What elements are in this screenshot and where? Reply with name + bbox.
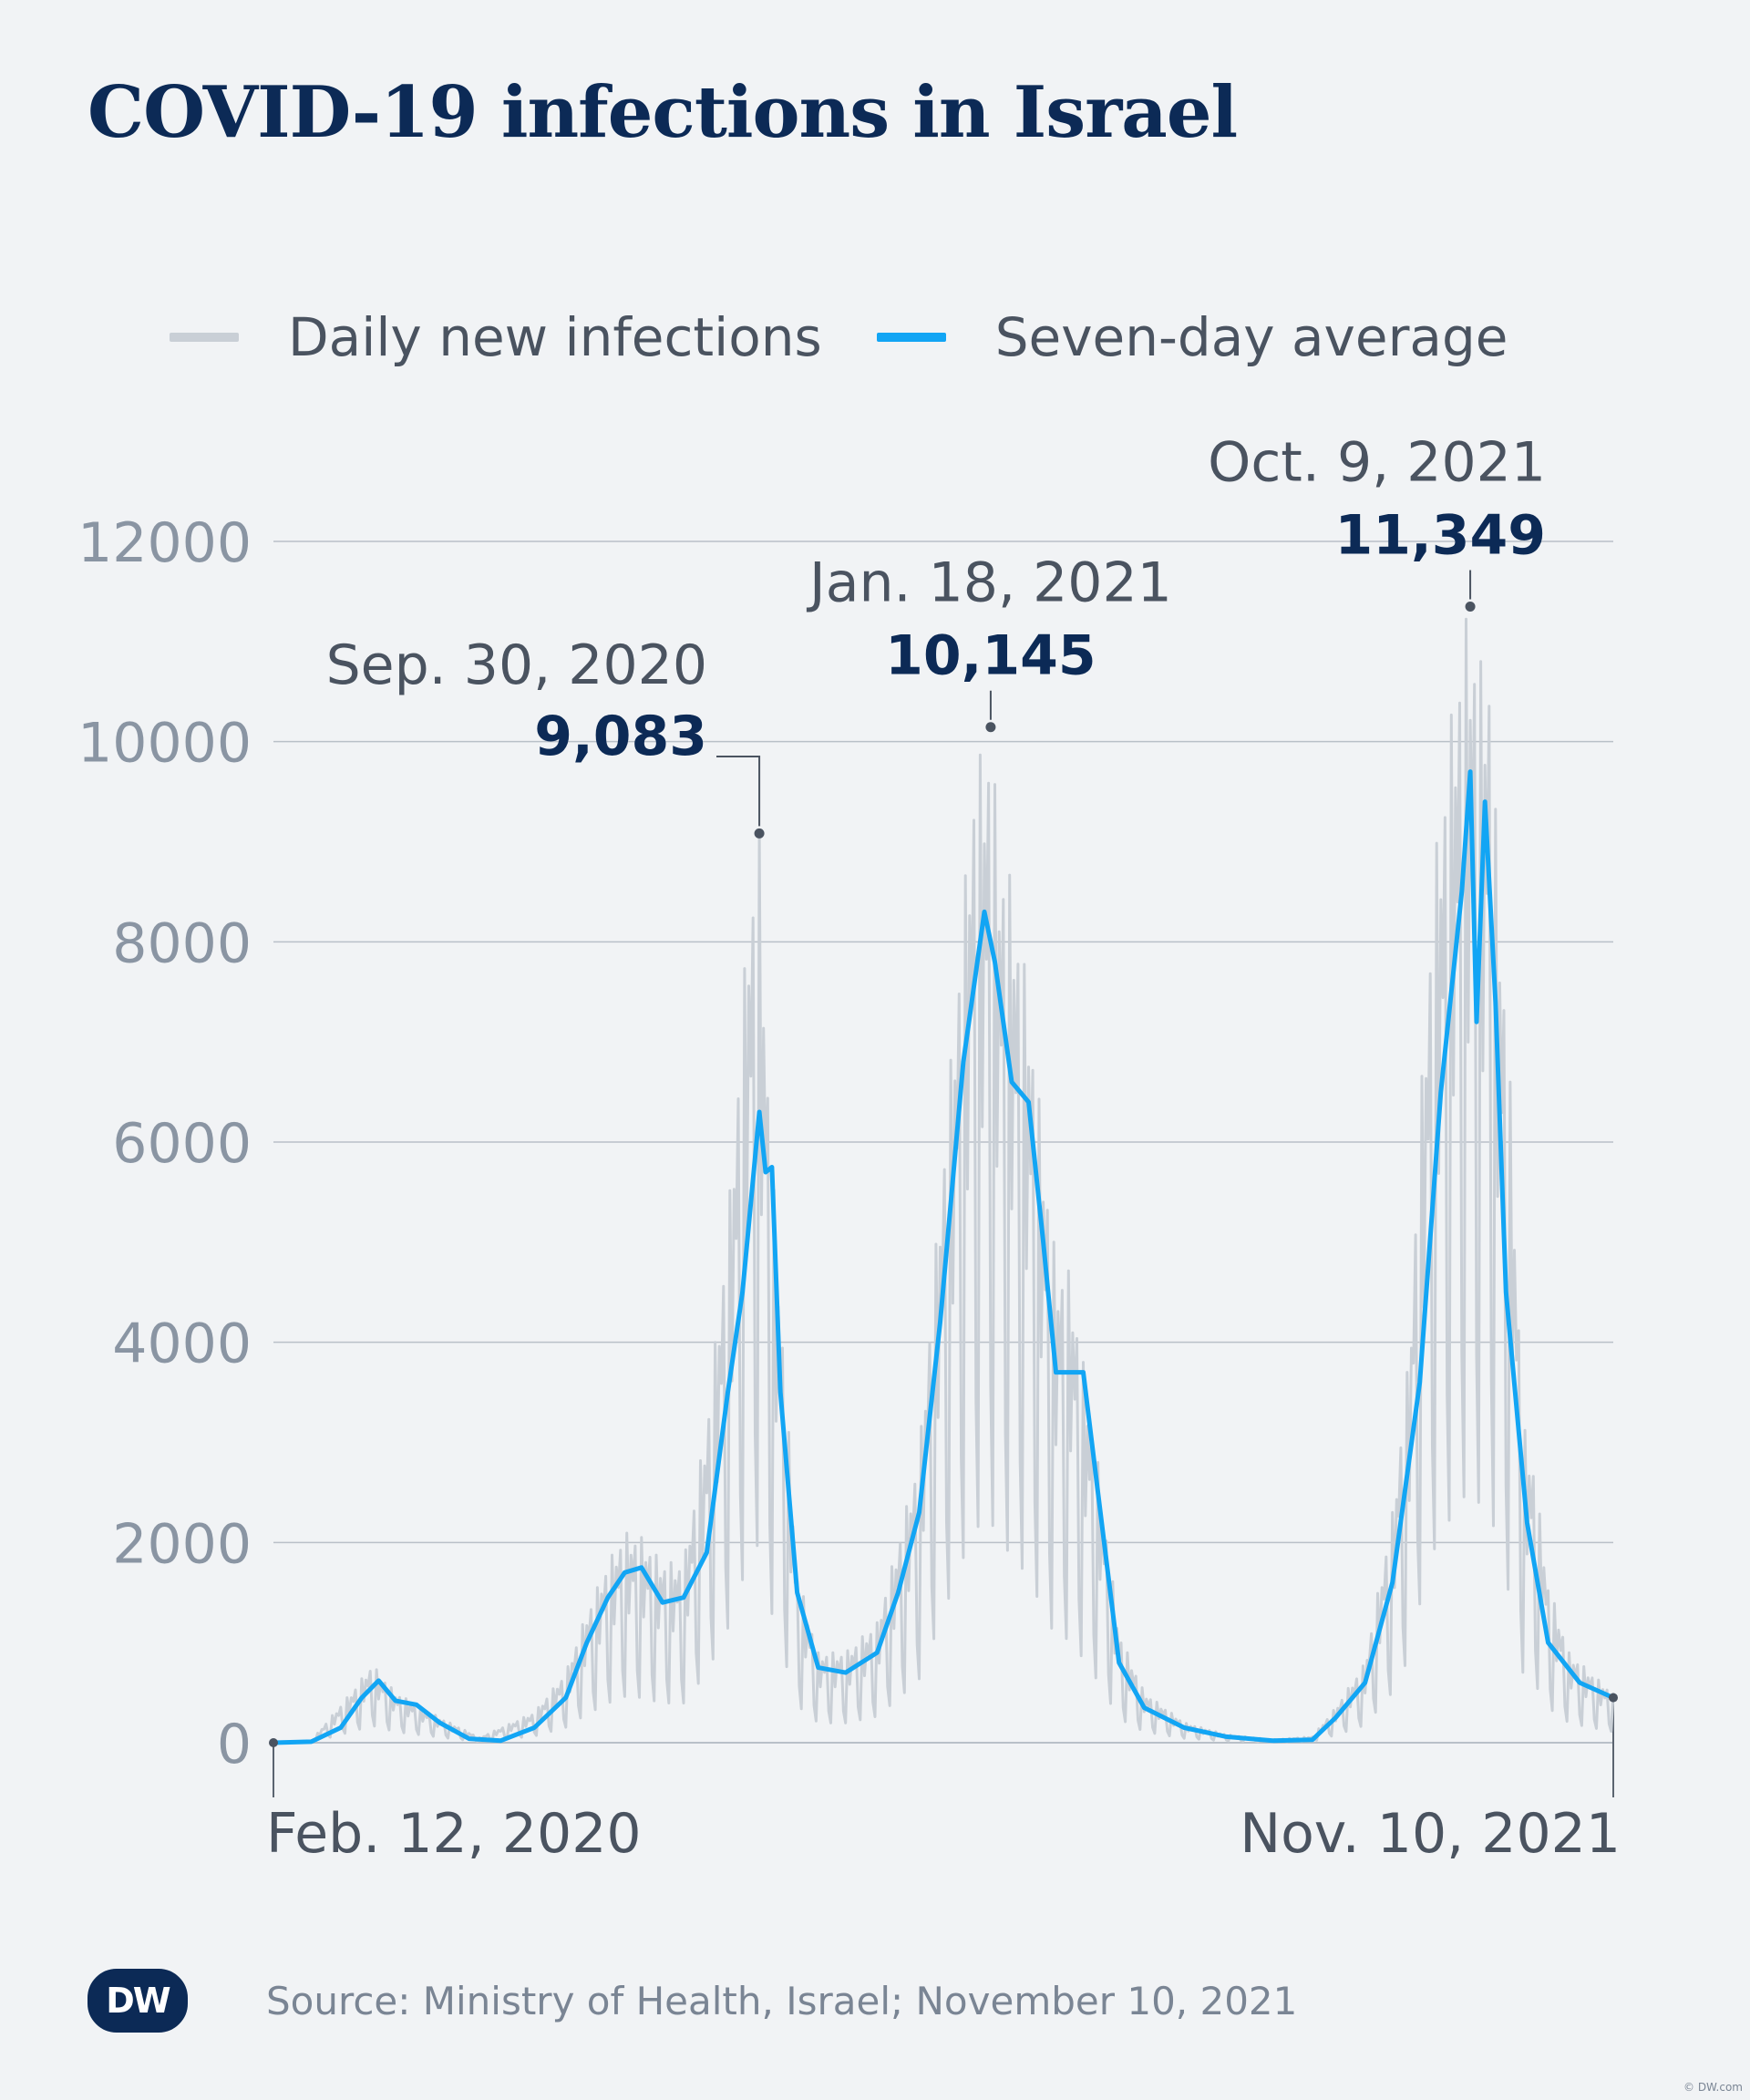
annotation-value: 9,083: [534, 705, 707, 768]
seven-day-average-line: [271, 769, 1616, 1745]
source-note: Source: Ministry of Health, Israel; Nove…: [266, 1978, 1298, 2023]
annotation-value: 11,349: [1334, 504, 1546, 568]
chart-title: COVID-19 infections in Israel: [88, 71, 1238, 154]
x-tick-label-end: Nov. 10, 2021: [1240, 1802, 1621, 1866]
y-tick-label: 4000: [112, 1312, 252, 1376]
daily-infections-line: [273, 617, 1615, 1745]
legend: Daily new infections Seven-day average: [170, 306, 1562, 368]
legend-item-average: Seven-day average: [876, 306, 1508, 368]
copyright: © DW.com: [1683, 2081, 1743, 2094]
y-tick-label: 8000: [112, 911, 252, 975]
dw-logo: DW: [88, 1969, 188, 2033]
legend-swatch-daily: [170, 333, 239, 342]
annotation-date: Oct. 9, 2021: [1208, 431, 1546, 495]
annotation-dot: [985, 722, 996, 733]
series-end-dot: [1609, 1693, 1618, 1703]
legend-label-daily: Daily new infections: [288, 306, 822, 368]
line-chart: 0 2000 4000 6000 8000 10000 12000 Feb. 12, 2020…: [77, 431, 1621, 1866]
annotation-dot: [754, 828, 765, 839]
y-tick-label: 2000: [112, 1512, 252, 1576]
annotation-leader: [716, 756, 761, 827]
x-tick-label-start: Feb. 12, 2020: [266, 1802, 642, 1866]
annotation-date: Sep. 30, 2020: [326, 633, 707, 697]
legend-swatch-average: [876, 333, 946, 342]
annotation-dot: [1465, 602, 1476, 612]
y-tick-label: 10000: [77, 712, 252, 776]
annotation-date: Jan. 18, 2021: [806, 551, 1172, 615]
series-start-dot: [269, 1738, 278, 1747]
y-tick-label: 6000: [112, 1112, 252, 1176]
y-tick-label: 12000: [77, 511, 252, 575]
legend-item-daily: Daily new infections: [170, 306, 822, 368]
annotation-value: 10,145: [885, 624, 1096, 688]
legend-label-average: Seven-day average: [994, 306, 1508, 368]
footer: DW Source: Ministry of Health, Israel; N…: [88, 1969, 1297, 2033]
y-tick-label: 0: [217, 1713, 252, 1776]
